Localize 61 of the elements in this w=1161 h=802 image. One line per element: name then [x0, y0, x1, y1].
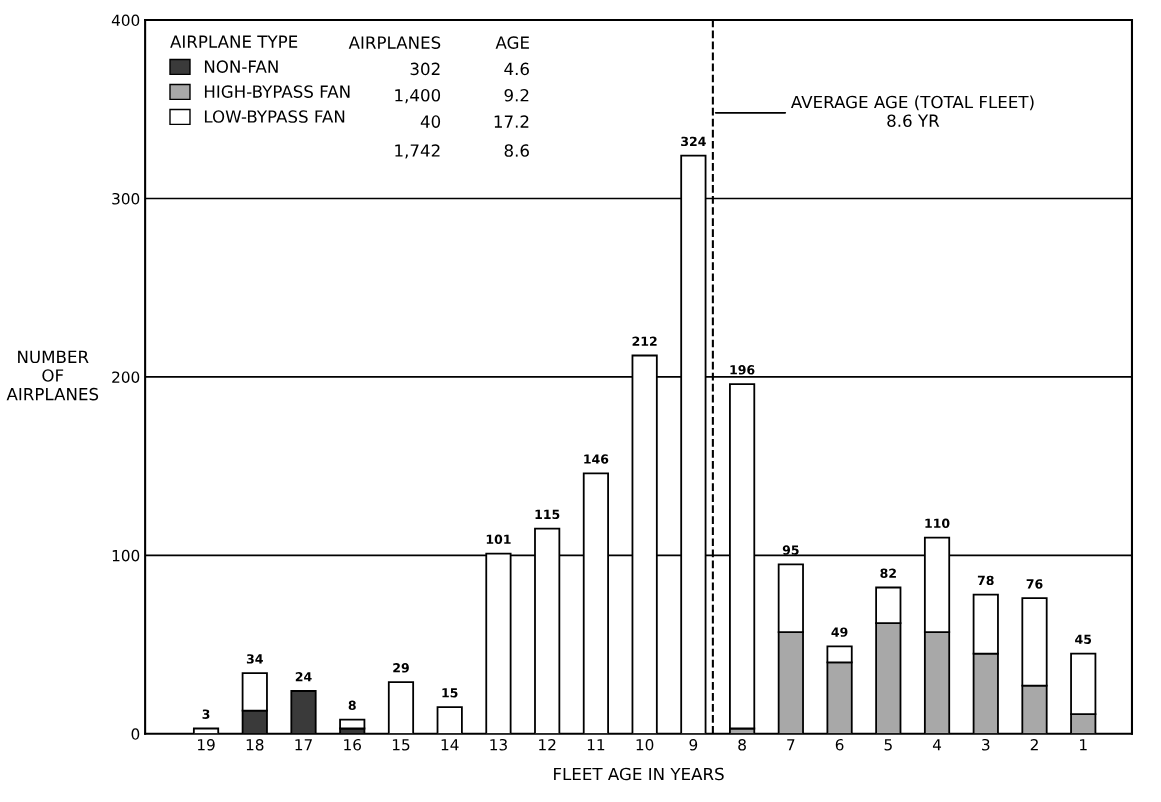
- annotation: 302: [410, 62, 440, 76]
- annotation: 1,742: [395, 144, 440, 159]
- annotation: 40: [420, 115, 441, 128]
- x-tick-label: 12: [539, 738, 556, 751]
- total-label: 82: [880, 568, 896, 578]
- bar: [339, 718, 366, 730]
- x-tick-label: 8: [738, 738, 746, 751]
- annotation: 17.2: [494, 115, 529, 128]
- total-label: 24: [295, 671, 312, 682]
- legend-label: NON-FAN: [204, 60, 278, 73]
- y-tick-label: 300: [112, 192, 140, 205]
- y-tick-label: 200: [112, 371, 140, 383]
- total-label: 101: [486, 534, 511, 545]
- total-label: 110: [925, 518, 950, 528]
- x-tick-label: 3: [982, 738, 990, 751]
- x-tick-label: 4: [932, 739, 942, 751]
- total-label: 34: [246, 654, 263, 664]
- total-label: 49: [831, 627, 848, 637]
- total-label: 212: [632, 336, 657, 346]
- total-label: 115: [535, 509, 560, 520]
- total-label: 78: [977, 575, 994, 586]
- x-tick-label: 13: [490, 738, 507, 751]
- total-label: 8: [348, 700, 356, 710]
- y-tick-label: 400: [111, 14, 140, 27]
- ref-line-label: AVERAGE AGE (TOTAL FLEET) 8.6 YR: [790, 95, 1034, 128]
- y-axis-title: NUMBER OF AIRPLANES: [6, 350, 99, 401]
- x-tick-label: 6: [835, 738, 844, 751]
- x-tick-label: 1: [1080, 739, 1087, 751]
- total-label: 146: [584, 454, 609, 464]
- total-label: 29: [393, 663, 409, 673]
- x-tick-label: 5: [884, 739, 892, 751]
- x-tick-label: 19: [198, 738, 215, 751]
- annotation: 1,400: [395, 88, 441, 104]
- total-label: 15: [442, 688, 458, 698]
- annotation: 9.2: [504, 88, 529, 102]
- x-tick-label: 2: [1030, 738, 1038, 751]
- total-label: 3: [202, 709, 210, 719]
- x-tick-label: 10: [636, 738, 654, 751]
- legend-label: HIGH-BYPASS FAN: [204, 85, 350, 98]
- x-tick-label: 18: [246, 738, 264, 751]
- y-tick-label: 0: [131, 728, 140, 740]
- x-axis-title: FLEET AGE IN YEARS: [554, 767, 724, 781]
- annotation: AGE: [495, 36, 529, 49]
- total-label: 76: [1026, 579, 1043, 589]
- y-tick-label: 100: [112, 549, 140, 562]
- x-tick-label: 15: [392, 739, 410, 751]
- legend-title: AIRPLANE TYPE: [170, 35, 298, 48]
- x-tick-label: 14: [441, 739, 459, 751]
- x-tick-label: 16: [344, 738, 361, 751]
- x-tick-label: 7: [787, 739, 795, 751]
- total-label: 45: [1075, 634, 1092, 644]
- annotation: AIRPLANES: [348, 36, 441, 49]
- legend-label: LOW-BYPASS FAN: [204, 110, 345, 123]
- x-tick-label: 17: [295, 739, 312, 751]
- annotation: 8.6: [504, 144, 529, 157]
- total-label: 324: [681, 136, 706, 147]
- x-tick-label: 11: [587, 739, 605, 751]
- x-tick-label: 9: [689, 738, 698, 751]
- total-label: 95: [782, 545, 799, 555]
- annotation: 4.6: [504, 62, 529, 76]
- total-label: 196: [730, 365, 755, 375]
